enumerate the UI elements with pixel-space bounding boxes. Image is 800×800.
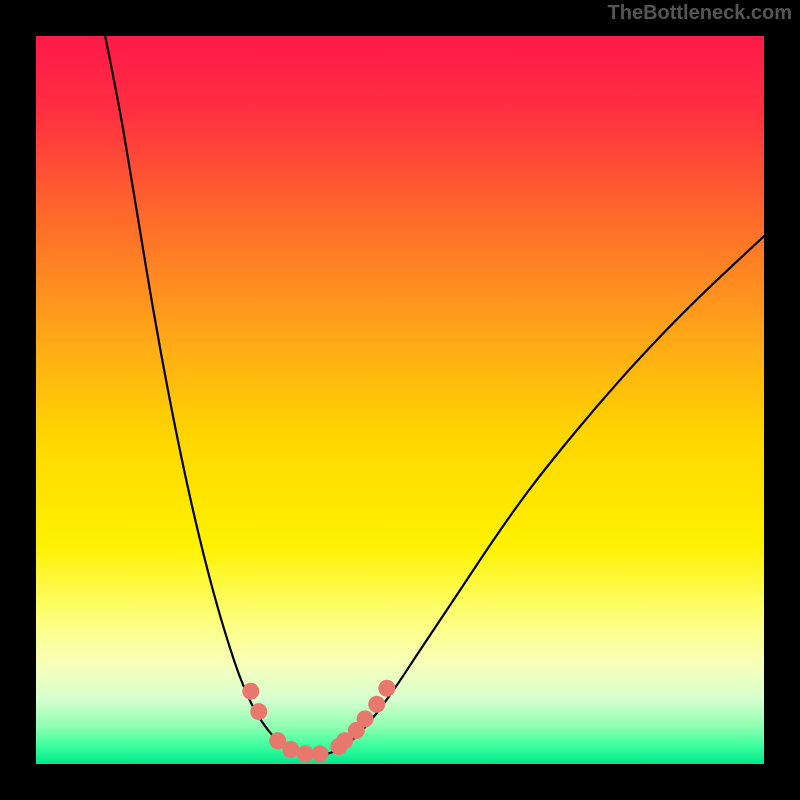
curve-left <box>105 36 312 755</box>
marker-dot <box>311 745 328 762</box>
watermark-text: TheBottleneck.com <box>608 2 792 25</box>
marker-dot <box>242 683 259 700</box>
marker-dot <box>250 703 267 720</box>
chart-svg <box>36 36 764 764</box>
plot-area <box>36 36 764 764</box>
marker-dot <box>282 741 299 758</box>
curve-right <box>313 236 764 755</box>
marker-dot <box>357 710 374 727</box>
chart-container: TheBottleneck.com <box>0 0 800 800</box>
marker-dot <box>378 680 395 697</box>
marker-dot <box>368 696 385 713</box>
marker-group <box>242 680 395 763</box>
marker-dot <box>297 745 314 762</box>
